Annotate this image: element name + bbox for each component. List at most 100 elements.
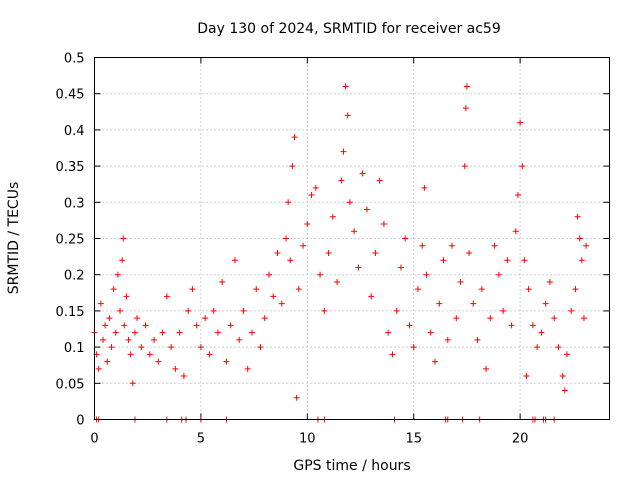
data-point	[389, 351, 396, 358]
data-point	[576, 235, 583, 242]
data-point	[423, 271, 430, 278]
data-point	[338, 177, 345, 184]
data-point	[551, 315, 558, 322]
y-tick-label: 0.4	[64, 124, 85, 139]
data-point	[248, 329, 255, 336]
data-point	[219, 278, 226, 285]
data-point	[427, 329, 434, 336]
data-point	[334, 278, 341, 285]
data-point	[514, 192, 521, 199]
data-point	[414, 286, 421, 293]
data-point	[393, 307, 400, 314]
data-point	[559, 373, 566, 380]
data-point	[100, 336, 107, 343]
data-point	[325, 249, 332, 256]
data-point	[159, 329, 166, 336]
data-point	[270, 293, 277, 300]
data-point	[127, 351, 134, 358]
data-point	[431, 358, 438, 365]
data-point	[240, 307, 247, 314]
data-point	[419, 242, 426, 249]
data-point	[231, 257, 238, 264]
data-point	[380, 221, 387, 228]
data-point	[236, 336, 243, 343]
data-point	[346, 199, 353, 206]
data-point	[180, 373, 187, 380]
data-point	[546, 278, 553, 285]
data-point	[283, 235, 290, 242]
data-point	[449, 242, 456, 249]
data-point	[138, 344, 145, 351]
data-point	[121, 322, 128, 329]
x-tick-label: 0	[90, 432, 98, 447]
data-point	[202, 315, 209, 322]
x-tick-label: 15	[405, 432, 422, 447]
data-point	[444, 336, 451, 343]
data-point	[257, 344, 264, 351]
data-point	[385, 329, 392, 336]
data-point	[523, 373, 530, 380]
data-point	[453, 315, 460, 322]
data-point	[120, 235, 127, 242]
data-point	[359, 170, 366, 177]
data-point	[312, 184, 319, 191]
chart-title: Day 130 of 2024, SRMTID for receiver ac5…	[197, 21, 501, 37]
data-point	[372, 249, 379, 256]
data-point	[227, 322, 234, 329]
data-point	[368, 293, 375, 300]
data-point	[470, 300, 477, 307]
data-point	[114, 271, 121, 278]
data-point	[580, 315, 587, 322]
data-point	[402, 235, 409, 242]
data-point	[563, 351, 570, 358]
data-point	[440, 257, 447, 264]
data-point	[168, 344, 175, 351]
x-tick-label: 20	[512, 432, 529, 447]
data-point	[108, 344, 115, 351]
data-point	[102, 322, 109, 329]
x-axis-label: GPS time / hours	[293, 458, 410, 474]
data-point	[538, 329, 545, 336]
data-point	[555, 344, 562, 351]
data-point	[421, 184, 428, 191]
data-point	[329, 213, 336, 220]
x-tick-label: 10	[299, 432, 316, 447]
data-point	[491, 242, 498, 249]
plot-frame	[94, 57, 610, 420]
data-point	[266, 271, 273, 278]
data-point	[95, 365, 102, 372]
data-point	[397, 264, 404, 271]
data-point	[463, 83, 470, 90]
data-point	[351, 228, 358, 235]
data-point	[291, 134, 298, 141]
y-tick-label: 0.35	[56, 160, 85, 175]
data-point	[261, 315, 268, 322]
data-point	[561, 387, 568, 394]
y-tick-label: 0.1	[64, 341, 85, 356]
data-point	[487, 315, 494, 322]
data-point	[189, 286, 196, 293]
data-point	[123, 293, 130, 300]
data-point	[572, 286, 579, 293]
y-axis-label: SRMTID / TECUs	[6, 182, 22, 295]
data-point	[146, 351, 153, 358]
data-point	[462, 105, 469, 112]
data-point	[317, 271, 324, 278]
y-tick-label: 0.3	[64, 196, 85, 211]
data-point	[253, 286, 260, 293]
data-point	[474, 336, 481, 343]
data-point	[342, 83, 349, 90]
data-point	[155, 358, 162, 365]
y-tick-label: 0.2	[64, 269, 85, 284]
x-tick-labels: 0 5 10 15 20	[90, 432, 528, 447]
data-point	[517, 119, 524, 126]
data-point	[117, 307, 124, 314]
data-point	[193, 322, 200, 329]
data-point	[274, 249, 281, 256]
grid-lines	[94, 57, 610, 420]
data-point	[300, 242, 307, 249]
data-point	[97, 300, 104, 307]
data-point	[436, 300, 443, 307]
data-points	[91, 83, 590, 423]
data-point	[119, 257, 126, 264]
